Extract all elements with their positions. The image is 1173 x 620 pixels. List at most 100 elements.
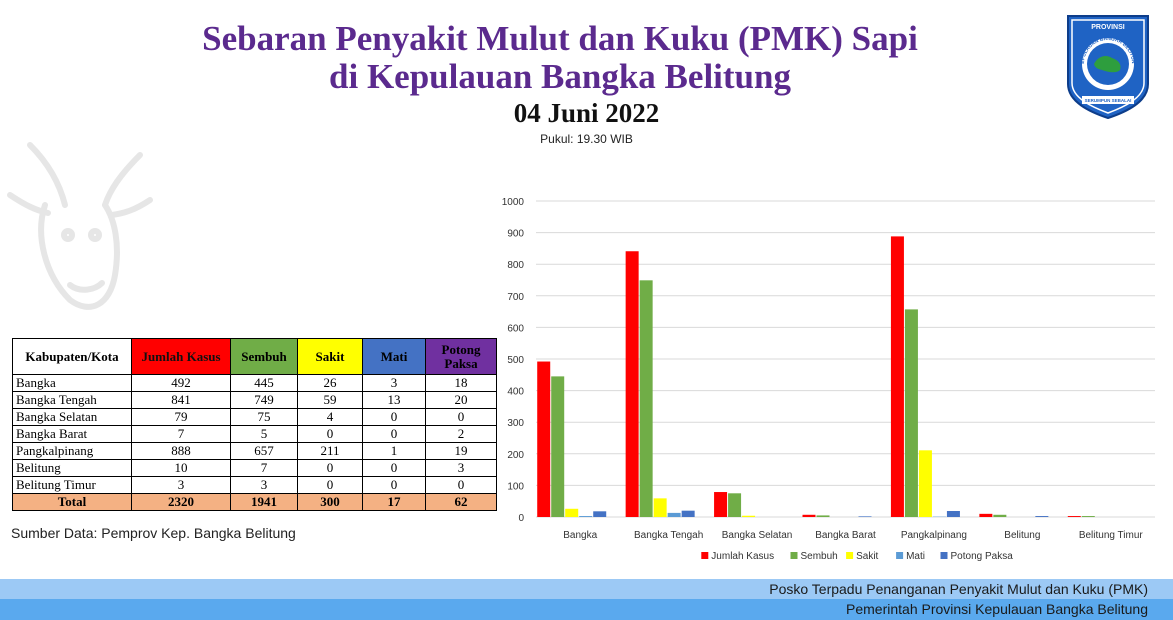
- cell-value: 26: [297, 374, 363, 392]
- y-tick-label: 800: [507, 260, 524, 271]
- cell-value: 7: [131, 425, 231, 443]
- cell-region: Pangkalpinang: [12, 442, 132, 460]
- header-potong-paksa: Potong Paksa: [425, 338, 497, 375]
- x-tick-label: Belitung: [1004, 530, 1040, 541]
- bar-sakit: [918, 450, 932, 517]
- x-tick-label: Bangka Selatan: [722, 530, 793, 541]
- cell-region: Bangka: [12, 374, 132, 392]
- legend-swatch: [846, 552, 854, 559]
- cell-value: 79: [131, 408, 231, 426]
- table-row: Bangka Barat 7 5 0 0 2: [12, 425, 497, 443]
- report-date: 04 Juni 2022: [513, 98, 660, 128]
- cases-bar-chart: 0 100 200 300 400 500 600 700 800 900 1000 Bangka Ba…: [502, 197, 1155, 562]
- cell-value: 0: [362, 408, 426, 426]
- header-sakit: Sakit: [297, 338, 363, 375]
- cell-value: 0: [362, 459, 426, 477]
- y-tick-label: 600: [507, 323, 524, 334]
- bar-jumlah-kasus: [625, 251, 639, 517]
- bar-mati: [579, 516, 593, 517]
- cell-value: 3: [230, 476, 298, 494]
- cell-region: Bangka Tengah: [12, 391, 132, 409]
- footer-band-bottom: [0, 599, 1173, 620]
- cell-value: 4: [297, 408, 363, 426]
- cell-value: 7: [230, 459, 298, 477]
- bar-sakit: [565, 508, 579, 517]
- table-row: Pangkalpinang 888 657 211 1 19: [12, 442, 497, 460]
- y-tick-label: 200: [507, 450, 524, 461]
- bar-jumlah-kasus: [979, 513, 993, 517]
- cell-value: 0: [297, 459, 363, 477]
- cell-value: 0: [297, 425, 363, 443]
- logo-top-text: PROVINSI: [1091, 24, 1125, 31]
- bar-jumlah-kasus: [1067, 516, 1081, 517]
- footer-band-top: [0, 579, 1173, 599]
- y-tick-label: 300: [507, 418, 524, 429]
- legend-label: Mati: [906, 551, 925, 562]
- legend-swatch: [790, 552, 798, 559]
- y-tick-label: 0: [518, 513, 524, 524]
- bar-potong-paksa: [858, 516, 872, 517]
- cell-total-label: Total: [12, 493, 132, 511]
- cell-value: 5: [230, 425, 298, 443]
- y-tick-label: 900: [507, 229, 524, 240]
- cell-value: 0: [362, 425, 426, 443]
- footer-line2: Pemerintah Provinsi Kepulauan Bangka Bel…: [846, 601, 1148, 617]
- cow-watermark-icon: [7, 142, 153, 310]
- bar-sembuh: [1081, 516, 1095, 517]
- cell-value: 0: [297, 476, 363, 494]
- cell-value: 888: [131, 442, 231, 460]
- cell-value: 0: [425, 476, 497, 494]
- cell-value: 445: [230, 374, 298, 392]
- x-tick-label: Bangka Tengah: [634, 530, 703, 541]
- header-kabupaten: Kabupaten/Kota: [12, 338, 132, 375]
- bar-potong-paksa: [593, 511, 607, 517]
- bar-sembuh: [816, 515, 830, 517]
- x-tick-label: Bangka: [563, 530, 597, 541]
- cell-value: 2: [425, 425, 497, 443]
- cell-region: Bangka Barat: [12, 425, 132, 443]
- data-source: Sumber Data: Pemprov Kep. Bangka Belitun…: [11, 525, 296, 541]
- cell-value: 10: [131, 459, 231, 477]
- bar-sembuh: [904, 309, 918, 517]
- table-row: Bangka 492 445 26 3 18: [12, 374, 497, 392]
- logo-motto: SERUMPUN SEBALAI: [1085, 98, 1132, 103]
- cell-value: 75: [230, 408, 298, 426]
- cell-value: 3: [362, 374, 426, 392]
- footer-line1: Posko Terpadu Penanganan Penyakit Mulut …: [769, 581, 1148, 597]
- table-row: Bangka Tengah 841 749 59 13 20: [12, 391, 497, 409]
- legend-label: Sembuh: [801, 551, 838, 562]
- cell-value: 749: [230, 391, 298, 409]
- cell-value: 59: [297, 391, 363, 409]
- page-title-line2: di Kepulauan Bangka Belitung: [329, 57, 791, 96]
- cell-value: 3: [131, 476, 231, 494]
- x-tick-label: Belitung Timur: [1079, 530, 1144, 541]
- province-logo: PROVINSI KEPULAUAN BANGKA BELITUNG SERUM…: [1066, 14, 1149, 120]
- x-tick-label: Bangka Barat: [815, 530, 876, 541]
- y-tick-label: 1000: [502, 197, 525, 208]
- cases-table: Kabupaten/Kota Jumlah Kasus Sembuh Sakit…: [12, 338, 497, 511]
- bar-potong-paksa: [681, 510, 695, 517]
- bar-sakit: [742, 515, 756, 517]
- cell-value: 18: [425, 374, 497, 392]
- cell-value: 657: [230, 442, 298, 460]
- header-jumlah-kasus: Jumlah Kasus: [131, 338, 231, 375]
- cell-region: Bangka Selatan: [12, 408, 132, 426]
- table-total-row: Total 2320 1941 300 17 62: [12, 493, 497, 511]
- y-tick-label: 400: [507, 387, 524, 398]
- cell-total: 300: [297, 493, 363, 511]
- x-tick-label: Pangkalpinang: [901, 530, 967, 541]
- table-row: Belitung Timur 3 3 0 0 0: [12, 476, 497, 494]
- legend-label: Sakit: [856, 551, 878, 562]
- legend-swatch: [940, 552, 948, 559]
- y-tick-label: 700: [507, 292, 524, 303]
- cell-value: 3: [425, 459, 497, 477]
- cell-value: 0: [425, 408, 497, 426]
- report-time: Pukul: 19.30 WIB: [540, 132, 633, 146]
- cell-total: 17: [362, 493, 426, 511]
- cell-value: 1: [362, 442, 426, 460]
- bar-potong-paksa: [946, 510, 960, 517]
- cell-total: 2320: [131, 493, 231, 511]
- bar-jumlah-kasus: [890, 236, 904, 517]
- bar-sembuh: [639, 280, 653, 517]
- cell-value: 13: [362, 391, 426, 409]
